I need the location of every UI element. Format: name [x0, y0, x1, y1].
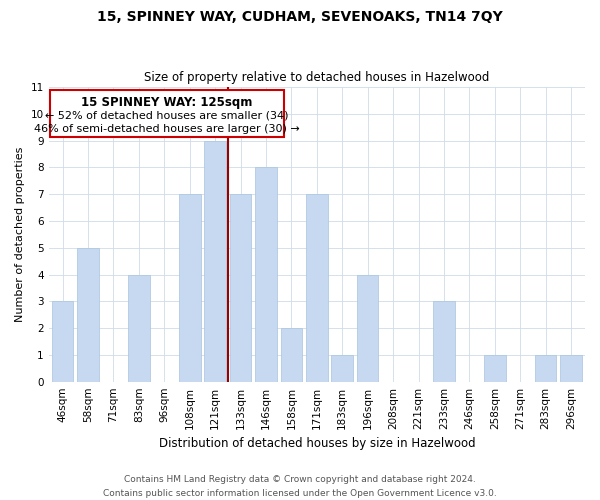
Bar [306, 194, 328, 382]
Bar [357, 274, 379, 382]
Bar [255, 168, 277, 382]
Text: 15 SPINNEY WAY: 125sqm: 15 SPINNEY WAY: 125sqm [81, 96, 253, 108]
X-axis label: Distribution of detached houses by size in Hazelwood: Distribution of detached houses by size … [158, 437, 475, 450]
Text: ← 52% of detached houses are smaller (34): ← 52% of detached houses are smaller (34… [45, 110, 289, 120]
Text: Contains HM Land Registry data © Crown copyright and database right 2024.
Contai: Contains HM Land Registry data © Crown c… [103, 476, 497, 498]
Text: 46% of semi-detached houses are larger (30) →: 46% of semi-detached houses are larger (… [34, 124, 300, 134]
Bar [230, 194, 251, 382]
Bar [433, 302, 455, 382]
Bar [331, 355, 353, 382]
Bar [484, 355, 506, 382]
Bar [205, 140, 226, 382]
Text: 15, SPINNEY WAY, CUDHAM, SEVENOAKS, TN14 7QY: 15, SPINNEY WAY, CUDHAM, SEVENOAKS, TN14… [97, 10, 503, 24]
Bar [128, 274, 150, 382]
Bar [77, 248, 99, 382]
Bar [560, 355, 582, 382]
Bar [535, 355, 556, 382]
Bar [52, 302, 73, 382]
Title: Size of property relative to detached houses in Hazelwood: Size of property relative to detached ho… [144, 72, 490, 85]
Y-axis label: Number of detached properties: Number of detached properties [15, 146, 25, 322]
Bar [179, 194, 200, 382]
FancyBboxPatch shape [50, 90, 284, 136]
Bar [281, 328, 302, 382]
